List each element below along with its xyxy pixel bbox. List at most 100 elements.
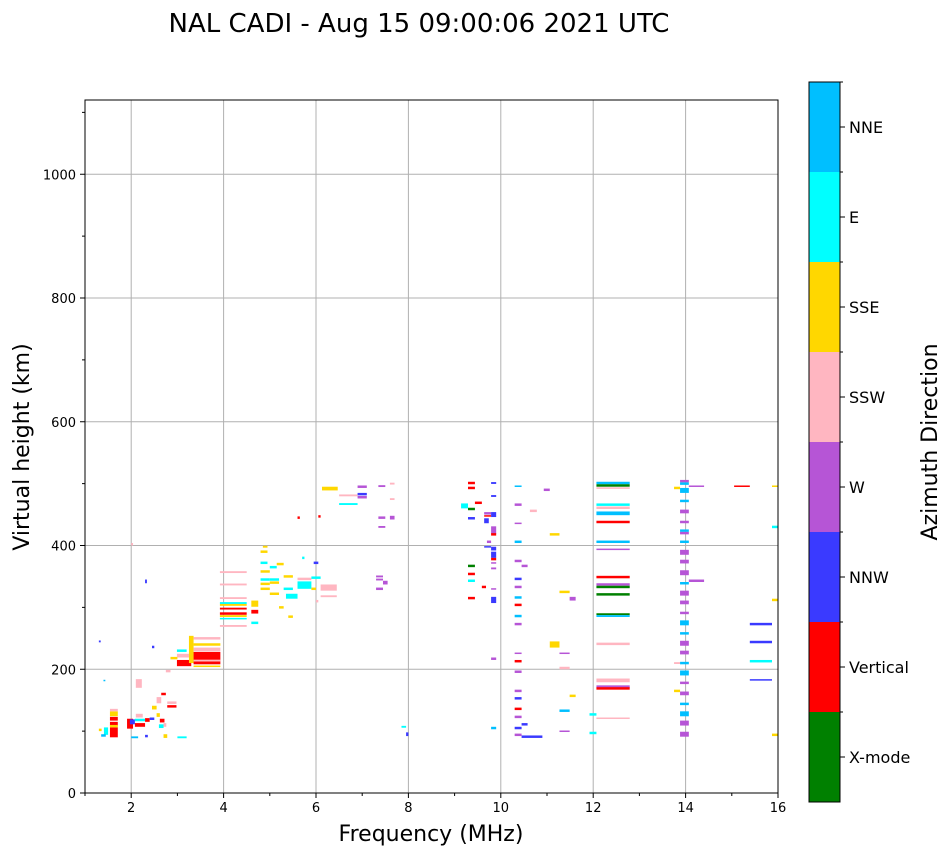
echo-mark-sse (276, 562, 284, 566)
echo-mark-nne (680, 620, 689, 626)
echo-mark-ssw (163, 723, 167, 727)
echo-marks (98, 479, 778, 739)
echo-mark-e (771, 525, 778, 529)
echo-mark-vertical (481, 585, 487, 589)
echo-mark-w (569, 596, 576, 601)
echo-mark-sse (193, 665, 221, 668)
echo-mark-sse (283, 575, 293, 578)
echo-mark-vertical (193, 651, 221, 665)
echo-mark-ssw (219, 583, 247, 586)
echo-mark-ssw (596, 678, 630, 683)
x-tick-label: 8 (404, 801, 412, 816)
echo-mark-vertical (514, 707, 522, 711)
echo-mark-vertical (474, 501, 482, 505)
echo-mark-w (514, 733, 522, 737)
echo-mark-sse (260, 587, 270, 591)
echo-mark-x-mode (596, 585, 630, 589)
echo-mark-sse (771, 485, 778, 487)
echo-mark-ssw (297, 577, 312, 581)
echo-mark-e (461, 503, 468, 509)
echo-mark-vertical (109, 721, 118, 726)
echo-mark-w (491, 567, 497, 570)
echo-mark-vertical (467, 596, 475, 600)
echo-mark-ssw (193, 637, 221, 640)
echo-mark-w (680, 559, 689, 564)
echo-mark-ssw (596, 642, 630, 646)
echo-mark-nne (680, 487, 689, 493)
echo-mark-x-mode (596, 593, 630, 596)
echo-mark-nne (680, 670, 689, 676)
echo-mark-w (376, 575, 383, 578)
echo-mark-w (514, 559, 522, 563)
echo-mark-nnw (491, 551, 497, 558)
colorbar: X-mode Vertical NNW W SSW SSE E NNE (809, 81, 910, 802)
echo-mark-sse (260, 550, 268, 553)
echo-mark-nnw (491, 596, 497, 604)
echo-mark-vertical (161, 692, 166, 696)
colorbar-swatch-nne (809, 82, 840, 172)
echo-mark-nne (514, 485, 522, 487)
echo-mark-ssw (316, 599, 319, 603)
echo-mark-w (559, 730, 570, 733)
echo-mark-vertical (596, 575, 630, 579)
grid-lines (85, 100, 779, 794)
echo-mark-nne (596, 511, 630, 516)
echo-mark-vertical (734, 485, 750, 487)
echo-mark-w (680, 509, 689, 514)
echo-mark-w (514, 622, 522, 626)
echo-mark-e (311, 576, 321, 579)
echo-mark-e (269, 565, 277, 569)
echo-mark-nnw (98, 640, 101, 643)
echo-mark-w (680, 590, 689, 596)
echo-mark-w (680, 720, 689, 726)
echo-mark-sse (262, 545, 268, 548)
echo-mark-w (680, 681, 689, 685)
echo-mark-w (376, 587, 383, 591)
echo-mark-nnw (521, 735, 543, 738)
echo-mark-nnw (749, 640, 772, 644)
echo-mark-sse (156, 713, 160, 717)
echo-mark-nnw (406, 732, 409, 737)
echo-mark-nnw (514, 577, 522, 581)
echo-mark-e (297, 581, 312, 589)
echo-mark-sse (188, 635, 194, 664)
echo-mark-w (378, 526, 386, 528)
echo-mark-ssw (165, 669, 171, 673)
echo-mark-sse (193, 643, 221, 646)
echo-mark-ssw (131, 543, 134, 546)
echo-mark-e (749, 659, 772, 663)
y-tick-label: 800 (51, 292, 76, 307)
echo-mark-ssw (596, 506, 630, 509)
echo-mark-e (589, 731, 597, 735)
echo-mark-ssw (193, 659, 221, 662)
echo-mark-ssw (156, 697, 162, 704)
echo-mark-nnw (491, 495, 497, 497)
echo-mark-nnw (749, 622, 772, 626)
y-tick-label: 200 (51, 663, 76, 678)
echo-mark-w (680, 611, 689, 615)
echo-mark-e (219, 602, 247, 604)
echo-mark-sse (269, 592, 280, 595)
echo-mark-nne (680, 529, 689, 532)
colorbar-label: Azimuth Direction (918, 343, 943, 540)
colorbar-swatch-ssw (809, 352, 840, 442)
echo-mark-sse (549, 641, 560, 648)
echo-mark-nnw (491, 482, 497, 484)
echo-mark-w (680, 600, 689, 605)
colorbar-label-w: W (849, 478, 865, 497)
echo-mark-e (285, 593, 298, 599)
echo-mark-w (596, 583, 630, 586)
echo-mark-w (389, 515, 395, 520)
y-tick-label: 0 (68, 787, 76, 802)
echo-mark-sse (251, 600, 259, 607)
echo-mark-ssw (339, 494, 358, 497)
echo-mark-ssw (559, 666, 570, 670)
colorbar-label-sse: SSE (849, 298, 879, 317)
echo-mark-nnw (491, 512, 497, 518)
echo-mark-vertical (491, 533, 497, 536)
echo-mark-e (283, 587, 293, 591)
plot-frame (84, 99, 779, 794)
chart-title: NAL CADI - Aug 15 09:00:06 2021 UTC (169, 9, 670, 39)
echo-mark-sse (260, 570, 270, 573)
